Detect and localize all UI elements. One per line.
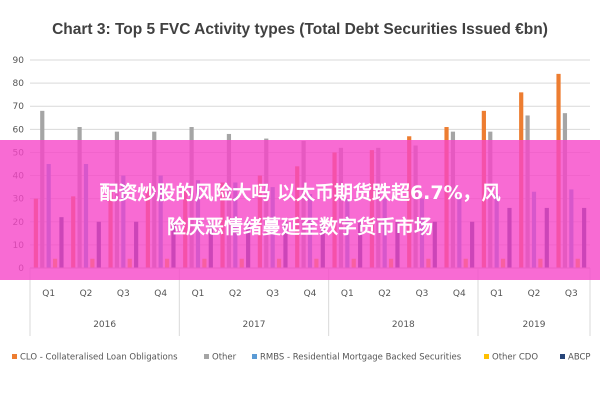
legend-swatch — [252, 354, 257, 359]
year-label: 2016 — [93, 320, 116, 330]
x-tick-label: Q1 — [192, 289, 205, 299]
overlay-banner[interactable]: 配资炒股的风险大吗 以太币期货跌超6.7%，风 险厌恶情绪蔓延至数字货币市场 — [0, 140, 600, 280]
x-tick-label: Q4 — [453, 289, 466, 299]
legend-label: RMBS - Residential Mortgage Backed Secur… — [260, 353, 462, 363]
legend-swatch — [560, 354, 565, 359]
x-tick-label: Q3 — [117, 289, 130, 299]
legend-label: ABCP — [568, 353, 591, 363]
y-tick-label: 90 — [13, 56, 25, 66]
x-tick-label: Q2 — [378, 289, 391, 299]
year-label: 2018 — [392, 320, 415, 330]
legend-swatch — [12, 354, 17, 359]
x-tick-label: Q1 — [42, 289, 55, 299]
legend: CLO - Collateralised Loan Obligations Oth… — [12, 353, 591, 363]
legend-label: Other — [212, 353, 237, 363]
x-tick-label: Q2 — [80, 289, 93, 299]
x-tick-label: Q1 — [490, 289, 503, 299]
x-tick-label: Q3 — [266, 289, 279, 299]
y-tick-label: 70 — [13, 102, 25, 112]
x-tick-label: Q3 — [416, 289, 429, 299]
y-tick-label: 60 — [13, 125, 25, 135]
chart-title: Chart 3: Top 5 FVC Activity types (Total… — [52, 21, 548, 38]
legend-swatch — [204, 354, 209, 359]
y-tick-label: 80 — [13, 79, 25, 89]
x-tick-label: Q1 — [341, 289, 354, 299]
x-tick-label: Q4 — [304, 289, 317, 299]
year-label: 2019 — [523, 320, 546, 330]
x-tick-label: Q2 — [229, 289, 242, 299]
x-tick-label: Q4 — [154, 289, 167, 299]
banner-line-2: 险厌恶情绪蔓延至数字货币市场 — [166, 216, 433, 238]
legend-label: Other CDO — [492, 353, 538, 363]
legend-label: CLO - Collateralised Loan Obligations — [20, 353, 178, 363]
x-tick-label: Q2 — [528, 289, 541, 299]
year-label: 2017 — [243, 320, 266, 330]
x-tick-label: Q3 — [565, 289, 578, 299]
banner-line-1: 配资炒股的风险大吗 以太币期货跌超6.7%，风 — [99, 182, 501, 204]
legend-swatch — [484, 354, 489, 359]
